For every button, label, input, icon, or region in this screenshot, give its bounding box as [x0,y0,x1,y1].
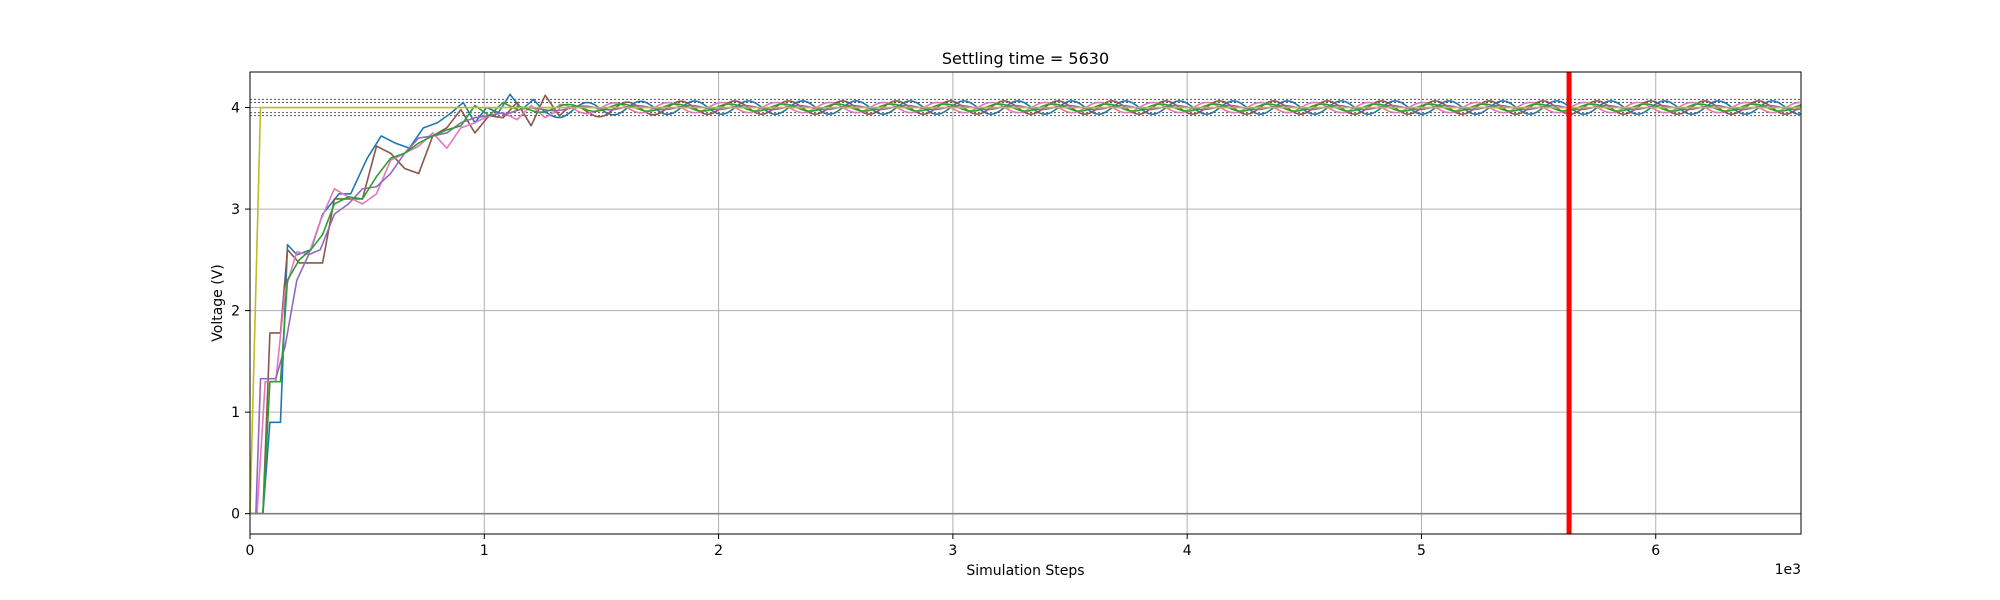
x-axis-label: Simulation Steps [966,563,1084,579]
y-tick-label: 2 [231,304,240,320]
setpoint-line [249,106,1801,514]
x-tick-label: 2 [714,543,723,559]
chart-title: Settling time = 5630 [942,49,1109,68]
x-tick-label: 3 [948,543,957,559]
x-tick-label: 6 [1651,543,1660,559]
y-axis-label: Voltage (V) [210,264,226,341]
x-tick-label: 4 [1183,543,1192,559]
y-tick-label: 4 [231,101,240,117]
plot-frame [249,71,1802,535]
axis-ticks: 0 1 2 3 4 5 6 0 1 2 3 4 [231,101,1660,559]
y-tick-label: 0 [231,507,240,523]
x-tick-label: 0 [246,543,255,559]
y-tick-label: 3 [231,202,240,218]
x-axis-offset-label: 1e3 [1775,562,1801,578]
x-tick-label: 1 [480,543,489,559]
tolerance-bands [250,98,1801,117]
y-tick-label: 1 [231,405,240,421]
series-lines [249,93,1802,515]
x-tick-label: 5 [1417,543,1426,559]
